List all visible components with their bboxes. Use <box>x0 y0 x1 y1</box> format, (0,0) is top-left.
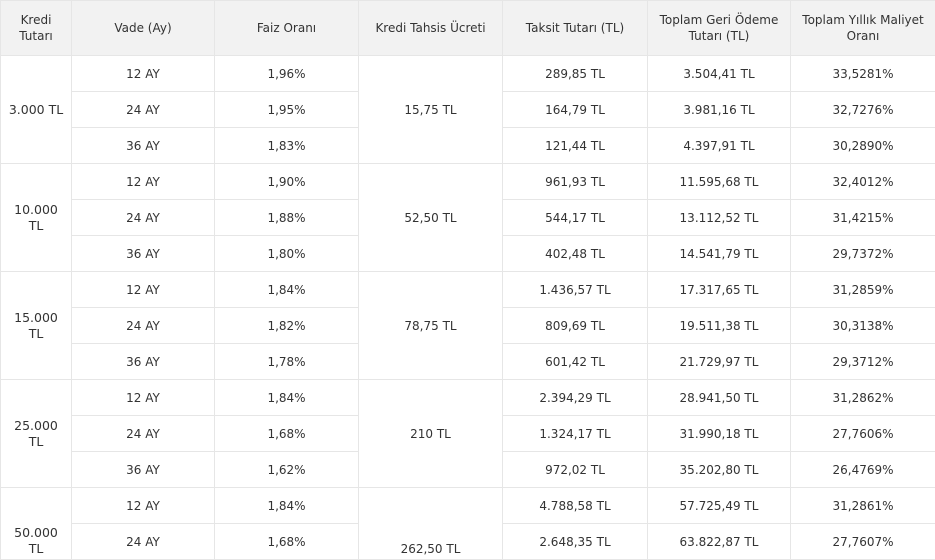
term-cell: 36 AY <box>72 128 215 164</box>
total-cell: 28.941,50 TL <box>648 380 791 416</box>
term-cell: 36 AY <box>72 236 215 272</box>
installment-cell: 2.648,35 TL <box>503 524 648 560</box>
total-cell: 4.397,91 TL <box>648 128 791 164</box>
rate-cell: 1,88% <box>215 200 359 236</box>
installment-cell: 972,02 TL <box>503 452 648 488</box>
annual-cost-cell: 29,7372% <box>791 236 935 272</box>
table-row: 10.000 TL 12 AY 1,90% 52,50 TL 961,93 TL… <box>1 164 935 200</box>
installment-cell: 4.788,58 TL <box>503 488 648 524</box>
fee-cell: 52,50 TL <box>359 164 503 272</box>
term-cell: 12 AY <box>72 488 215 524</box>
col-header-fee: Kredi Tahsis Ücreti <box>359 1 503 56</box>
installment-cell: 164,79 TL <box>503 92 648 128</box>
installment-cell: 809,69 TL <box>503 308 648 344</box>
col-header-installment: Taksit Tutarı (TL) <box>503 1 648 56</box>
installment-cell: 601,42 TL <box>503 344 648 380</box>
fee-cell: 15,75 TL <box>359 56 503 164</box>
col-header-amount: Kredi Tutarı <box>1 1 72 56</box>
annual-cost-cell: 29,3712% <box>791 344 935 380</box>
rate-cell: 1,90% <box>215 164 359 200</box>
header-row: Kredi Tutarı Vade (Ay) Faiz Oranı Kredi … <box>1 1 935 56</box>
rate-cell: 1,62% <box>215 452 359 488</box>
annual-cost-cell: 31,4215% <box>791 200 935 236</box>
col-header-term: Vade (Ay) <box>72 1 215 56</box>
total-cell: 3.504,41 TL <box>648 56 791 92</box>
loan-amount-cell: 10.000 TL <box>1 164 72 272</box>
loan-amount-cell: 25.000 TL <box>1 380 72 488</box>
rate-cell: 1,96% <box>215 56 359 92</box>
annual-cost-cell: 32,7276% <box>791 92 935 128</box>
total-cell: 17.317,65 TL <box>648 272 791 308</box>
term-cell: 12 AY <box>72 164 215 200</box>
annual-cost-cell: 31,2861% <box>791 488 935 524</box>
rate-cell: 1,80% <box>215 236 359 272</box>
loan-amount-cell: 15.000 TL <box>1 272 72 380</box>
term-cell: 36 AY <box>72 452 215 488</box>
term-cell: 12 AY <box>72 380 215 416</box>
total-cell: 35.202,80 TL <box>648 452 791 488</box>
term-cell: 24 AY <box>72 524 215 560</box>
term-cell: 24 AY <box>72 200 215 236</box>
installment-cell: 402,48 TL <box>503 236 648 272</box>
fee-cell: 210 TL <box>359 380 503 488</box>
installment-cell: 289,85 TL <box>503 56 648 92</box>
rate-cell: 1,82% <box>215 308 359 344</box>
total-cell: 11.595,68 TL <box>648 164 791 200</box>
term-cell: 12 AY <box>72 56 215 92</box>
annual-cost-cell: 30,2890% <box>791 128 935 164</box>
total-cell: 57.725,49 TL <box>648 488 791 524</box>
total-cell: 13.112,52 TL <box>648 200 791 236</box>
term-cell: 24 AY <box>72 308 215 344</box>
total-cell: 21.729,97 TL <box>648 344 791 380</box>
total-cell: 14.541,79 TL <box>648 236 791 272</box>
annual-cost-cell: 33,5281% <box>791 56 935 92</box>
total-cell: 3.981,16 TL <box>648 92 791 128</box>
table-row: 50.000 TL 12 AY 1,84% 262,50 TL 4.788,58… <box>1 488 935 524</box>
total-cell: 19.511,38 TL <box>648 308 791 344</box>
installment-cell: 544,17 TL <box>503 200 648 236</box>
installment-cell: 1.436,57 TL <box>503 272 648 308</box>
term-cell: 24 AY <box>72 92 215 128</box>
col-header-annual: Toplam Yıllık Maliyet Oranı <box>791 1 935 56</box>
rate-cell: 1,68% <box>215 524 359 560</box>
rate-cell: 1,84% <box>215 380 359 416</box>
installment-cell: 121,44 TL <box>503 128 648 164</box>
rate-cell: 1,95% <box>215 92 359 128</box>
rate-cell: 1,68% <box>215 416 359 452</box>
installment-cell: 1.324,17 TL <box>503 416 648 452</box>
annual-cost-cell: 30,3138% <box>791 308 935 344</box>
annual-cost-cell: 32,4012% <box>791 164 935 200</box>
table-row: 3.000 TL 12 AY 1,96% 15,75 TL 289,85 TL … <box>1 56 935 92</box>
col-header-total: Toplam Geri Ödeme Tutarı (TL) <box>648 1 791 56</box>
rate-cell: 1,84% <box>215 488 359 524</box>
total-cell: 31.990,18 TL <box>648 416 791 452</box>
installment-cell: 2.394,29 TL <box>503 380 648 416</box>
fee-cell: 78,75 TL <box>359 272 503 380</box>
term-cell: 12 AY <box>72 272 215 308</box>
rate-cell: 1,84% <box>215 272 359 308</box>
rate-cell: 1,78% <box>215 344 359 380</box>
term-cell: 36 AY <box>72 344 215 380</box>
installment-cell: 961,93 TL <box>503 164 648 200</box>
annual-cost-cell: 27,7607% <box>791 524 935 560</box>
annual-cost-cell: 26,4769% <box>791 452 935 488</box>
annual-cost-cell: 31,2862% <box>791 380 935 416</box>
rate-cell: 1,83% <box>215 128 359 164</box>
table-row: 15.000 TL 12 AY 1,84% 78,75 TL 1.436,57 … <box>1 272 935 308</box>
loan-amount-cell: 50.000 TL <box>1 488 72 560</box>
fee-cell: 262,50 TL <box>359 488 503 560</box>
total-cell: 63.822,87 TL <box>648 524 791 560</box>
loan-amount-cell: 3.000 TL <box>1 56 72 164</box>
col-header-rate: Faiz Oranı <box>215 1 359 56</box>
annual-cost-cell: 27,7606% <box>791 416 935 452</box>
annual-cost-cell: 31,2859% <box>791 272 935 308</box>
table-row: 25.000 TL 12 AY 1,84% 210 TL 2.394,29 TL… <box>1 380 935 416</box>
term-cell: 24 AY <box>72 416 215 452</box>
